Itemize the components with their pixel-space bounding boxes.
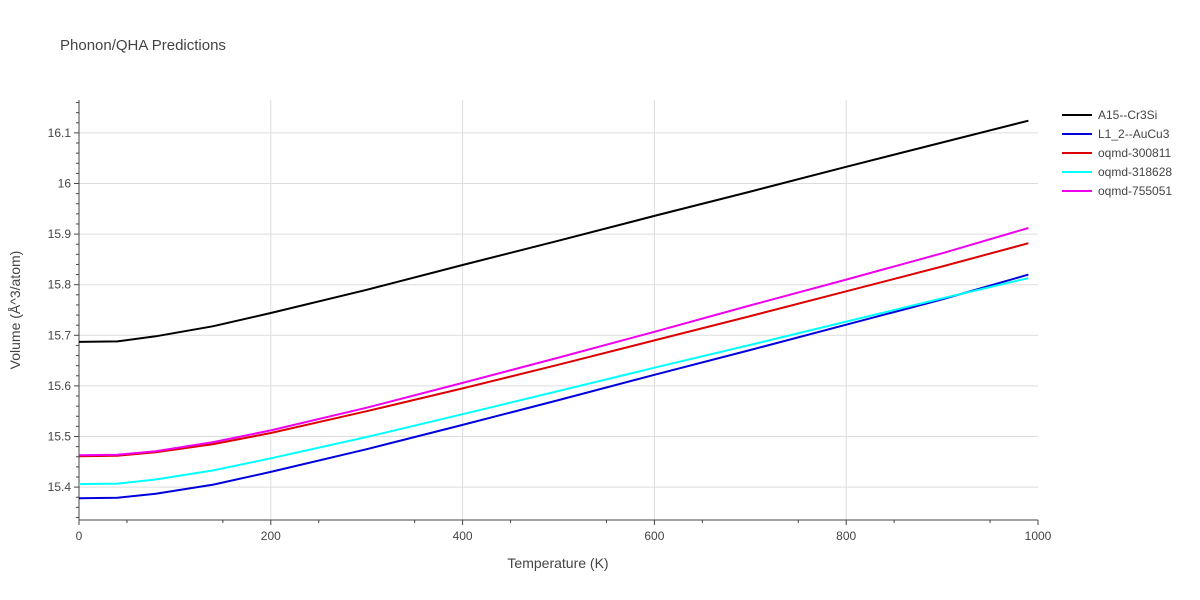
series	[78, 119, 1029, 500]
legend-item[interactable]: oqmd-318628	[1062, 165, 1172, 179]
y-tick-label: 15.9	[48, 227, 72, 241]
y-tick-label: 16	[58, 176, 72, 190]
legend-item[interactable]: oqmd-755051	[1062, 184, 1172, 198]
chart-title: Phonon/QHA Predictions	[60, 37, 226, 54]
y-axis-title: Volume (Å^3/atom)	[7, 251, 23, 370]
y-ticks: 15.4 15.5 15.6 15.7 15.8 15.9 16 16.1	[48, 102, 79, 518]
x-tick-label: 0	[76, 529, 83, 543]
x-tick-label: 400	[453, 529, 473, 543]
legend[interactable]: A15--Cr3Si L1_2--AuCu3 oqmd-300811 oqmd-318…	[1062, 108, 1172, 198]
legend-label: oqmd-755051	[1098, 184, 1172, 198]
x-axis-title: Temperature (K)	[507, 555, 608, 571]
y-tick-label: 15.8	[48, 278, 72, 292]
x-tick-label: 1000	[1025, 529, 1052, 543]
series-line-oqmd-755051	[78, 227, 1029, 457]
y-tick-label: 16.1	[48, 126, 72, 140]
legend-label: A15--Cr3Si	[1098, 108, 1157, 122]
x-tick-label: 800	[836, 529, 856, 543]
legend-item[interactable]: oqmd-300811	[1062, 146, 1171, 160]
y-tick-label: 15.7	[48, 328, 72, 342]
x-ticks: 0 200 400 600 800 1000	[76, 520, 1052, 543]
y-tick-label: 15.4	[48, 480, 72, 494]
y-tick-label: 15.5	[48, 430, 72, 444]
legend-item[interactable]: L1_2--AuCu3	[1062, 127, 1170, 141]
series-line-A15--Cr3Si	[78, 119, 1029, 343]
legend-label: oqmd-318628	[1098, 165, 1172, 179]
x-tick-label: 600	[644, 529, 664, 543]
legend-item[interactable]: A15--Cr3Si	[1062, 108, 1157, 122]
legend-label: L1_2--AuCu3	[1098, 127, 1170, 141]
legend-label: oqmd-300811	[1098, 146, 1171, 160]
series-line-oqmd-300811	[78, 242, 1029, 458]
series-line-oqmd-318628	[78, 277, 1029, 486]
series-line-L1_2--AuCu3	[78, 273, 1029, 500]
x-tick-label: 200	[261, 529, 281, 543]
axes	[78, 100, 1038, 521]
y-tick-label: 15.6	[48, 379, 72, 393]
